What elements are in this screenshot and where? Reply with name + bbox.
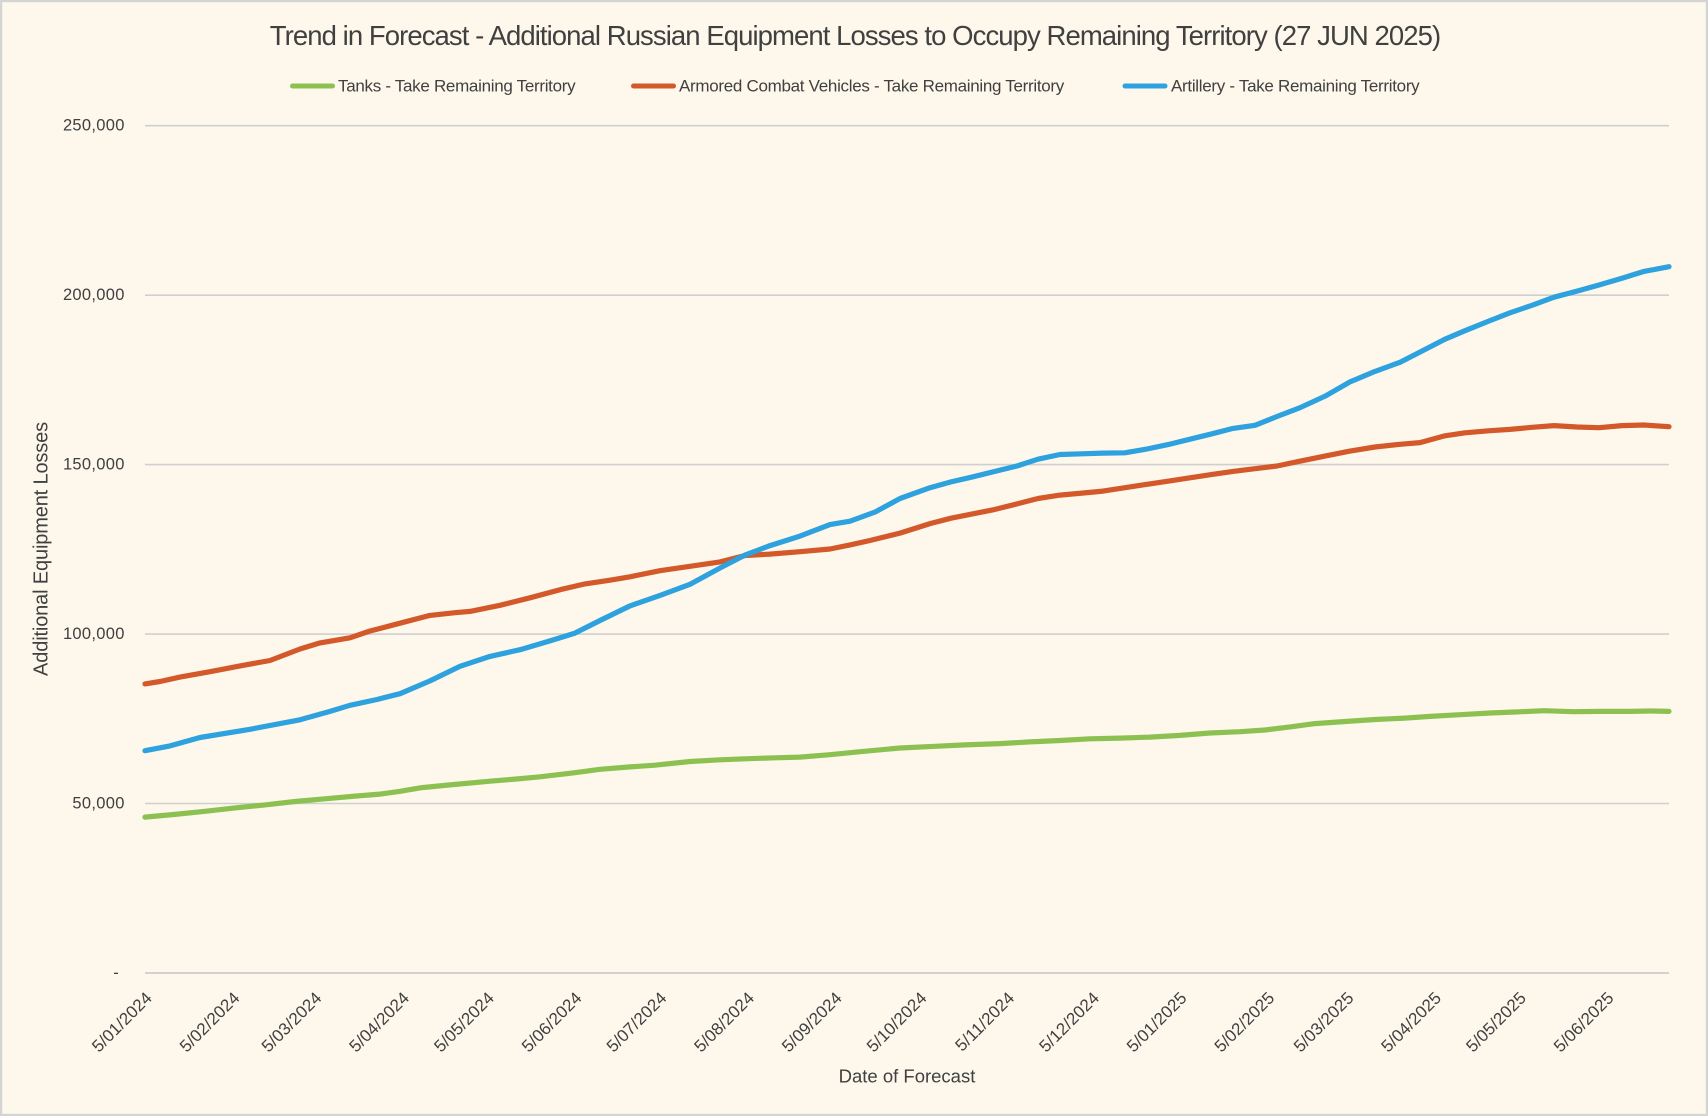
svg-text:Trend in Forecast - Additional: Trend in Forecast - Additional Russian E… [270,20,1440,51]
svg-text:100,000: 100,000 [63,625,125,643]
svg-text:Additional Equipment Losses: Additional Equipment Losses [31,422,53,676]
svg-text:Tanks - Take Remaining Territo: Tanks - Take Remaining Territory [338,77,576,96]
svg-text:50,000: 50,000 [72,795,124,813]
svg-text:250,000: 250,000 [63,117,125,135]
svg-text:Date of Forecast: Date of Forecast [839,1066,976,1087]
svg-text:200,000: 200,000 [63,286,125,304]
svg-text:-: - [113,964,119,982]
svg-text:Artillery - Take Remaining Ter: Artillery - Take Remaining Territory [1171,77,1420,96]
svg-text:150,000: 150,000 [63,456,125,474]
svg-text:Armored Combat Vehicles - Take: Armored Combat Vehicles - Take Remaining… [679,77,1065,96]
